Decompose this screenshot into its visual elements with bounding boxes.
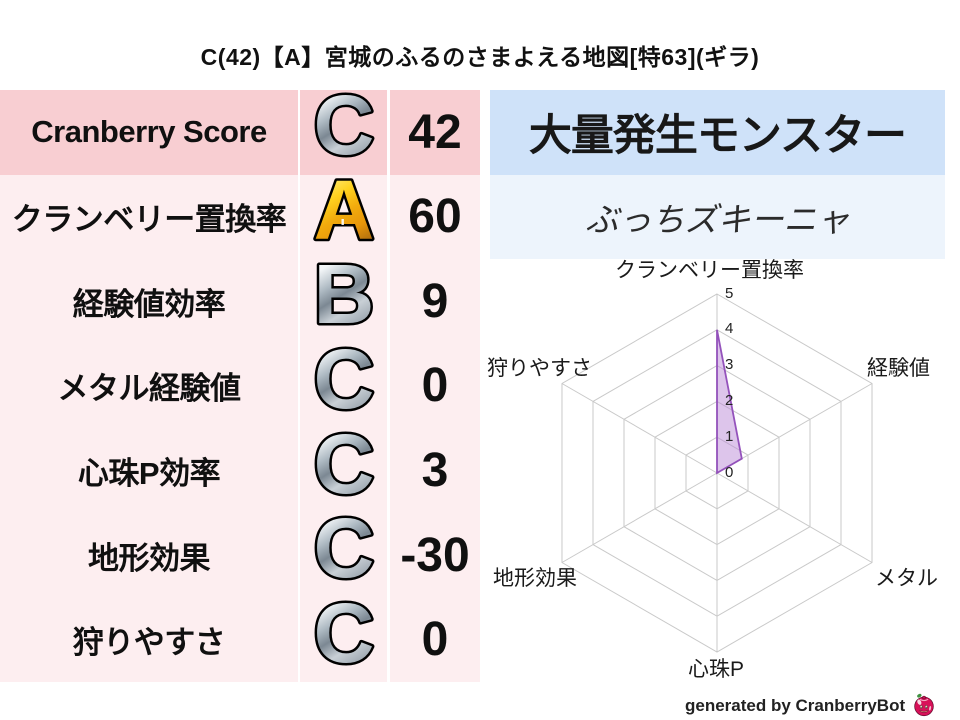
svg-text:B: B [313,259,374,341]
svg-text:C: C [313,429,374,511]
svg-text:4: 4 [725,320,733,337]
svg-text:1: 1 [725,428,733,445]
svg-text:0: 0 [725,464,733,481]
svg-text:5: 5 [725,285,733,302]
svg-text:A: A [313,175,374,257]
svg-text:2: 2 [725,392,733,409]
svg-text:C: C [313,598,374,680]
svg-text:C: C [313,513,374,595]
svg-text:C: C [313,344,374,426]
svg-text:C: C [313,90,374,172]
svg-text:3: 3 [725,356,733,373]
